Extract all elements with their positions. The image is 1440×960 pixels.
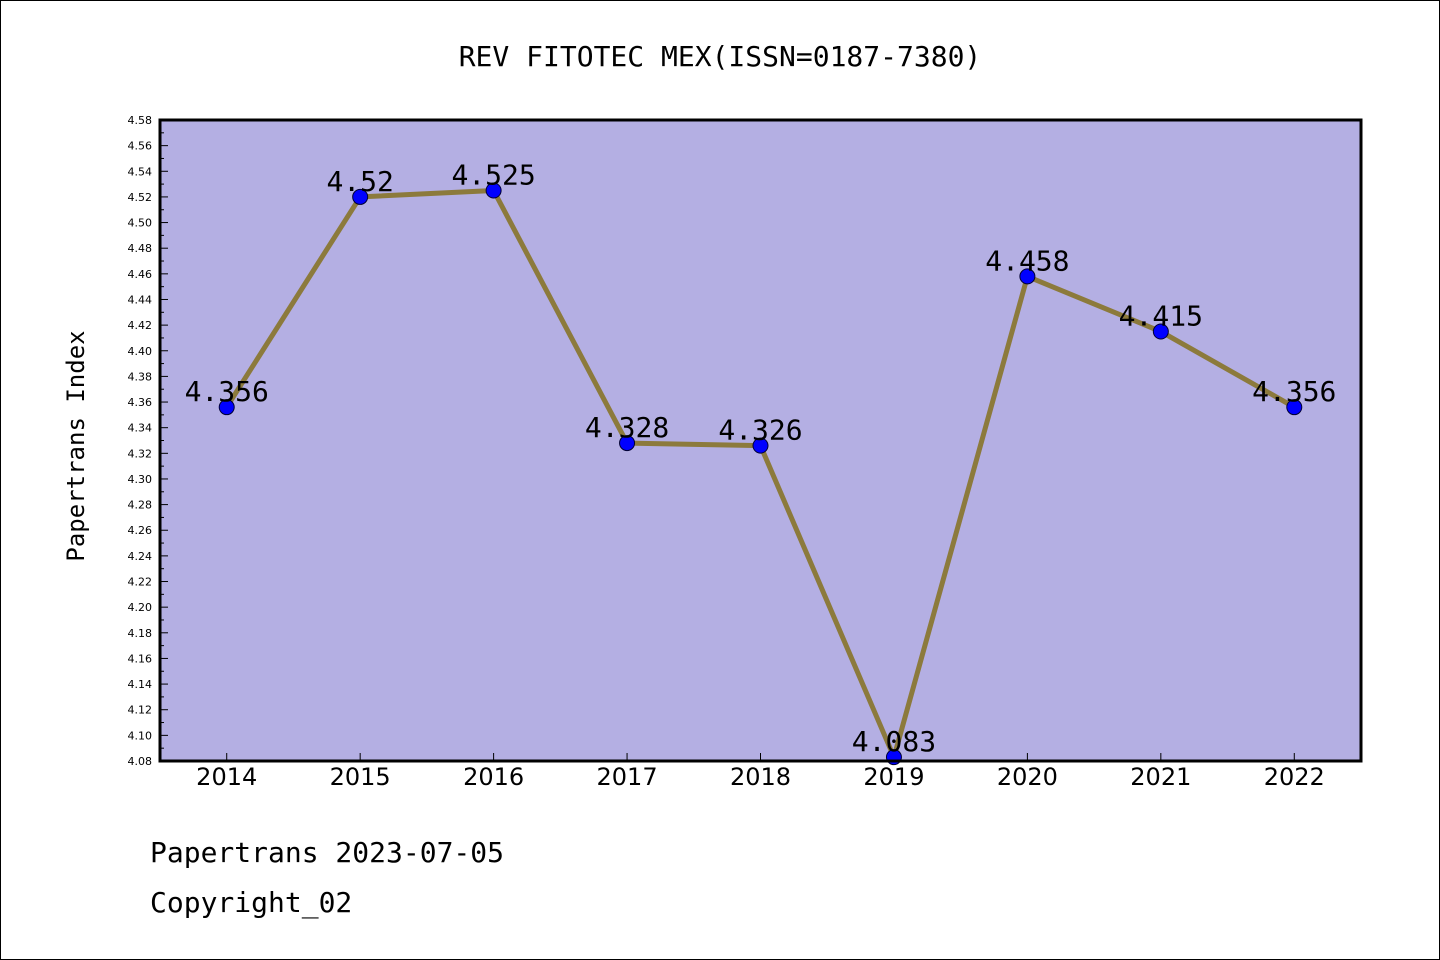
x-tick-label: 2022 [1264,763,1325,791]
y-axis-label: Papertrans Index [62,330,90,561]
y-tick-label: 4.38 [128,370,153,383]
y-tick-label: 4.54 [128,165,153,178]
data-label: 4.326 [718,414,802,447]
y-tick-label: 4.50 [128,217,153,230]
y-tick-label: 4.22 [128,576,153,589]
x-tick-label: 2018 [730,763,791,791]
data-point [218,399,235,416]
data-label: 4.356 [1252,375,1336,408]
y-tick-label: 4.32 [128,447,153,460]
y-tick-label: 4.36 [128,396,153,409]
footer-copyright: Copyright_02 [150,886,353,919]
x-axis: 2014 2015 2016 2017 2018 2019 2020 2021 2022 [196,753,1325,791]
y-tick-label: 4.08 [128,755,153,768]
data-point [485,182,502,199]
y-tick-label: 4.16 [128,652,153,665]
data-point [619,435,636,452]
y-tick-label: 4.40 [128,345,153,358]
data-point [1286,399,1303,416]
data-point [752,437,769,454]
y-tick-label: 4.24 [128,550,153,563]
x-tick-label: 2019 [863,763,924,791]
data-label: 4.525 [451,159,535,192]
footer-source: Papertrans 2023-07-05 [150,836,505,869]
y-tick-label: 4.28 [128,499,153,512]
y-tick-label: 4.34 [128,422,153,435]
y-tick-label: 4.44 [128,293,153,306]
y-tick-label: 4.20 [128,601,153,614]
data-label: 4.415 [1119,300,1203,333]
y-tick-label: 4.42 [128,319,153,332]
data-label: 4.328 [585,411,669,444]
y-tick-label: 4.46 [128,268,153,281]
chart-title: REV FITOTEC MEX(ISSN=0187-7380) [459,40,982,73]
y-tick-label: 4.18 [128,627,153,640]
data-label: 4.52 [326,165,393,198]
y-tick-label: 4.52 [128,191,153,204]
data-labels: 4.356 4.52 4.525 4.328 4.326 4.083 4.458 4.415 4… [185,159,1337,759]
x-tick-label: 2015 [330,763,391,791]
x-tick-label: 2014 [196,763,257,791]
x-tick-label: 2017 [597,763,658,791]
y-tick-label: 4.12 [128,704,153,717]
plot-border [158,118,1363,763]
y-tick-label: 4.56 [128,140,153,153]
data-point [352,188,369,205]
y-tick-label: 4.48 [128,242,153,255]
y-tick-label: 4.58 [128,114,153,127]
data-label: 4.356 [185,375,269,408]
y-tick-label: 4.26 [128,524,153,537]
x-tick-label: 2020 [997,763,1058,791]
data-label: 4.083 [852,725,936,758]
data-point [1019,268,1036,285]
data-point [1152,323,1169,340]
data-label: 4.458 [985,244,1069,277]
y-axis: 4.08 4.10 4.12 4.14 4.16 4.18 4.20 4.22 4.24 4.26… [128,114,168,768]
y-tick-label: 4.30 [128,473,153,486]
x-tick-label: 2021 [1130,763,1191,791]
y-tick-label: 4.10 [128,729,153,742]
series-markers [218,182,1303,766]
y-tick-label: 4.14 [128,678,153,691]
x-tick-label: 2016 [463,763,524,791]
